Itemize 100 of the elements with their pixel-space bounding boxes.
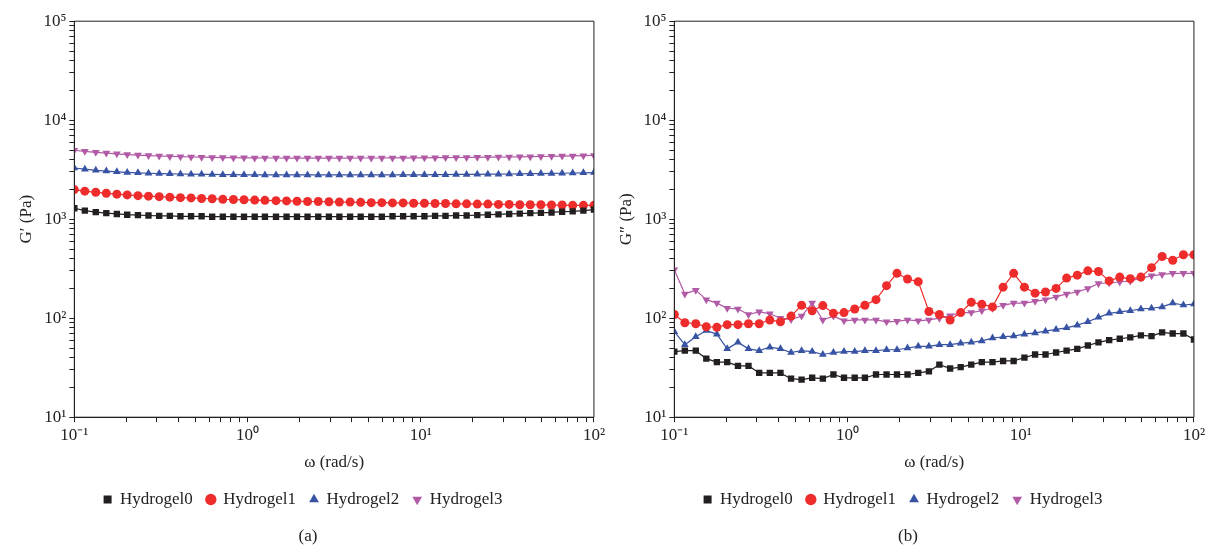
point xyxy=(230,213,237,220)
point xyxy=(1126,306,1135,313)
point xyxy=(861,346,869,353)
point xyxy=(828,308,838,318)
point xyxy=(176,154,185,162)
point xyxy=(1073,289,1082,297)
point xyxy=(80,186,90,196)
point xyxy=(1115,307,1124,315)
point xyxy=(229,170,238,177)
point xyxy=(1168,255,1178,265)
point xyxy=(293,170,301,178)
point xyxy=(462,199,472,209)
point xyxy=(1158,272,1167,279)
point xyxy=(893,371,901,378)
point xyxy=(102,150,111,158)
point xyxy=(165,169,174,177)
point xyxy=(325,155,333,163)
x-tick-label: 10⁰ xyxy=(836,424,860,444)
point xyxy=(516,210,523,217)
x-tick-label: 10² xyxy=(1182,424,1206,444)
y-axis-title: G″ (Pa) xyxy=(615,193,635,246)
point xyxy=(829,348,838,355)
point xyxy=(547,154,556,161)
y-tick-label: 10³ xyxy=(44,208,67,228)
point xyxy=(399,155,407,163)
point xyxy=(1125,274,1135,284)
point xyxy=(988,333,997,341)
point xyxy=(208,169,217,177)
point xyxy=(691,287,700,295)
point xyxy=(1042,351,1049,358)
point xyxy=(787,375,795,382)
point xyxy=(494,154,503,162)
point xyxy=(680,318,690,328)
point xyxy=(680,340,689,347)
point xyxy=(303,155,312,163)
point xyxy=(218,170,227,177)
point xyxy=(776,344,785,352)
point xyxy=(723,344,732,352)
point xyxy=(797,300,807,310)
point xyxy=(272,155,280,163)
point xyxy=(681,347,689,354)
point xyxy=(1148,332,1155,340)
point xyxy=(1030,288,1040,298)
point xyxy=(537,154,545,161)
point xyxy=(218,194,228,204)
point xyxy=(999,332,1007,339)
point xyxy=(1157,252,1167,261)
point xyxy=(388,155,397,163)
point xyxy=(462,155,471,162)
point xyxy=(988,302,997,312)
point xyxy=(271,196,281,206)
y-tick-label: 10⁵ xyxy=(43,10,67,30)
point xyxy=(537,169,545,176)
point xyxy=(484,211,492,218)
point xyxy=(314,170,323,178)
legend-label: Hydrogel3 xyxy=(1029,488,1103,508)
point xyxy=(122,190,132,200)
point xyxy=(336,213,343,220)
point xyxy=(743,319,753,329)
point xyxy=(745,362,752,370)
point xyxy=(229,155,238,163)
point xyxy=(1083,317,1092,325)
y-tick-label: 10¹ xyxy=(44,406,67,426)
point xyxy=(250,195,260,205)
point xyxy=(198,213,205,220)
point xyxy=(925,317,933,325)
point xyxy=(261,155,269,163)
point xyxy=(1094,281,1103,289)
point xyxy=(1072,270,1082,280)
point xyxy=(293,155,301,163)
point xyxy=(112,189,122,199)
point xyxy=(366,198,376,208)
point xyxy=(839,308,849,318)
point xyxy=(431,170,439,177)
point xyxy=(505,154,514,162)
point xyxy=(197,169,206,177)
point xyxy=(1105,308,1114,316)
point xyxy=(123,167,132,175)
legend-label: Hydrogel1 xyxy=(223,488,297,508)
point xyxy=(798,376,805,383)
y-tick-label: 10⁴ xyxy=(43,109,67,129)
point xyxy=(91,165,100,173)
point xyxy=(818,349,827,357)
point xyxy=(419,198,429,208)
x-axis-title: ω (rad/s) xyxy=(904,452,965,472)
point xyxy=(303,170,312,178)
point xyxy=(165,154,174,161)
point xyxy=(872,371,880,378)
point xyxy=(1095,339,1102,346)
point xyxy=(1051,283,1061,293)
point xyxy=(712,322,722,332)
point xyxy=(155,153,164,161)
point xyxy=(1019,282,1029,292)
point xyxy=(957,364,964,371)
legend-label: Hydrogel2 xyxy=(326,488,400,508)
point xyxy=(777,369,784,377)
point xyxy=(452,212,460,219)
point xyxy=(882,281,892,291)
x-tick-label: 10¹ xyxy=(409,424,432,444)
point xyxy=(914,341,923,349)
